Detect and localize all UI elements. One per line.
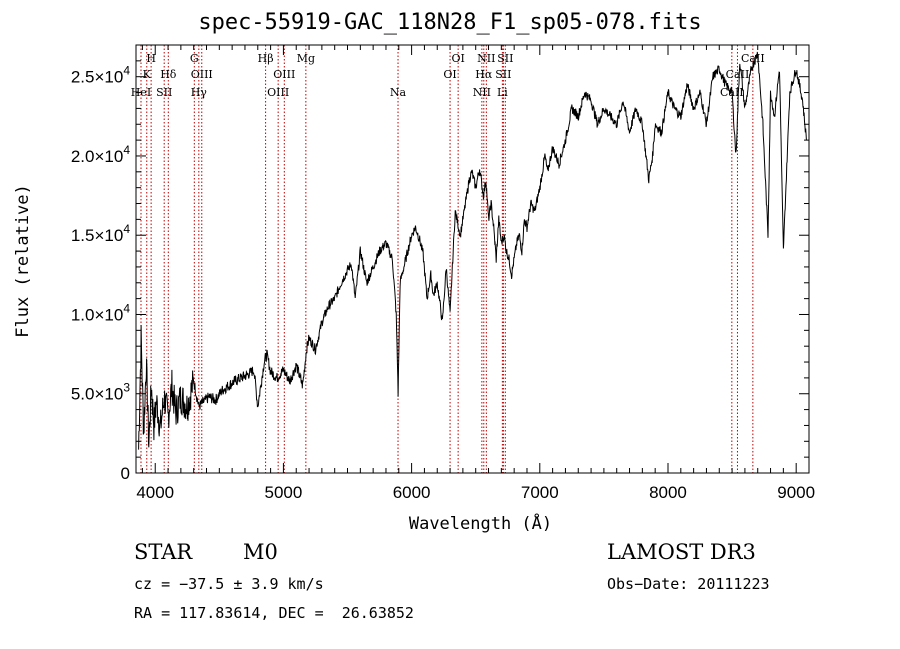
y-tick-label: 2.5×104	[71, 64, 130, 87]
spectrum-line	[138, 51, 807, 450]
coordinates: RA = 117.83614, DEC = 26.63852	[134, 604, 414, 622]
line-label-caii: CaII	[741, 52, 765, 65]
line-label-nii: NII	[473, 86, 491, 99]
line-label-na: Na	[390, 86, 407, 99]
y-tick-label: 2.0×104	[71, 143, 130, 166]
line-label-oiii: OIII	[191, 68, 213, 81]
line-label-hγ: Hγ	[191, 86, 208, 99]
line-label-hα: Hα	[475, 68, 493, 81]
line-label-hδ: Hδ	[160, 68, 177, 81]
line-label-g: G	[190, 52, 199, 65]
y-tick-label: 0	[121, 464, 130, 483]
line-label-sii: SII	[495, 68, 511, 81]
x-tick-label: 8000	[649, 483, 687, 502]
y-tick-label: 1.0×104	[71, 301, 130, 324]
line-label-oiii: OIII	[267, 86, 289, 99]
y-tick-label: 1.5×104	[71, 222, 130, 245]
x-tick-label: 5000	[265, 483, 303, 502]
spectral-line-markers	[140, 45, 754, 473]
line-label-hei: HeI	[131, 86, 151, 99]
line-label-li: Li	[497, 86, 508, 99]
line-label-sii: SII	[156, 86, 172, 99]
x-tick-label: 7000	[521, 483, 559, 502]
y-tick-label: 5.0×103	[71, 381, 130, 404]
chart-title: spec-55919-GAC_118N28_F1_sp05-078.fits	[198, 10, 702, 35]
x-tick-label: 9000	[777, 483, 815, 502]
x-tick-label: 4000	[136, 483, 174, 502]
line-label-oi: OI	[451, 52, 464, 65]
line-label-oiii: OIII	[273, 68, 295, 81]
x-axis-label: Wavelength (Å)	[409, 512, 552, 534]
line-label-k: K	[143, 68, 152, 81]
line-label-hβ: Hβ	[258, 52, 274, 65]
survey-name: LAMOST DR3	[607, 540, 756, 564]
line-label-h: H	[146, 52, 156, 65]
x-tick-label: 6000	[393, 483, 431, 502]
line-label-mg: Mg	[297, 52, 315, 65]
observation-date: Obs−Date: 20111223	[607, 575, 770, 593]
line-label-sii: SII	[497, 52, 513, 65]
line-label-caii: CaII	[720, 86, 744, 99]
plot-axes: 4000 5000 6000 7000 8000 9000 0 5.0×103 1.0×104 1…	[13, 44, 815, 534]
y-axis-label: Flux (relative)	[13, 184, 33, 338]
object-subclass: M0	[243, 540, 278, 564]
line-label-oi: OI	[443, 68, 456, 81]
redshift-info: cz = −37.5 ± 3.9 km/s	[134, 575, 324, 593]
line-label-nii: NII	[477, 52, 495, 65]
object-class: STAR	[134, 540, 193, 564]
plot-frame	[135, 44, 810, 474]
spectrum-series	[138, 51, 807, 450]
line-label-caii: CaII	[726, 68, 750, 81]
